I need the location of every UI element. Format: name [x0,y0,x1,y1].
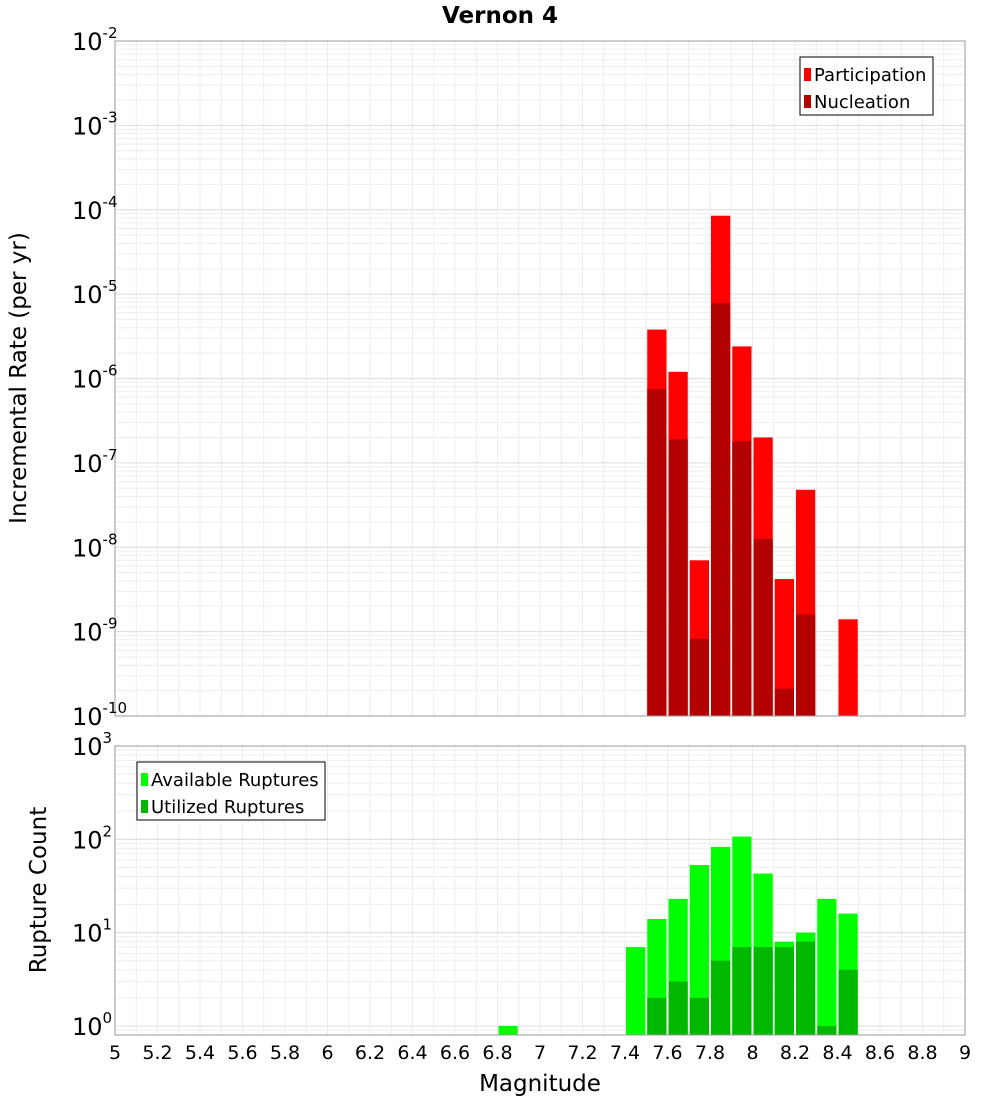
top-bars [647,215,858,717]
bottom-bar-1 [774,947,794,1035]
x-tick-label: 5.8 [270,1042,300,1064]
top-panel: 10-2 10-3 10-4 10-5 10-6 10-7 10-8 10-9 10-10 In… [6,24,966,731]
x-tick-label: 5.6 [227,1042,257,1064]
bottom-panel: 103 102 101 100 Rupture Count Available Rup… [26,729,966,1041]
x-tick-label: 7.6 [652,1042,682,1064]
bottom-bars [498,836,858,1035]
bottom-legend-box [136,761,326,821]
bottom-y-tick-label: 102 [72,822,112,854]
x-tick-label: 7.8 [695,1042,725,1064]
bottom-legend-swatch [141,773,148,786]
bottom-plot-frame [114,745,966,1036]
top-bar-1 [711,303,731,716]
x-tick-label: 6.2 [355,1042,385,1064]
top-bar-1 [753,539,773,716]
top-y-tick-label: 10-4 [72,193,118,225]
top-y-tick-label: 10-9 [72,615,118,647]
top-bar-1 [774,688,794,716]
bottom-bar-0 [689,865,709,1035]
top-y-tick-label: 10-10 [72,699,127,731]
bottom-legend-label: Available Ruptures [151,770,319,791]
top-legend-box [799,56,934,116]
x-tick-label: 5.4 [185,1042,215,1064]
top-y-tick-label: 10-5 [72,277,118,309]
top-bar-1 [796,614,816,716]
bottom-y-tick-label: 100 [72,1009,112,1041]
bottom-bar-1 [647,997,667,1035]
x-tick-label: 8 [746,1042,758,1064]
bottom-y-axis-title: Rupture Count [26,807,52,973]
top-bar-1 [732,441,752,716]
top-bar-0 [838,619,858,716]
top-y-tick-label: 10-6 [72,362,118,394]
top-bar-0 [774,579,794,716]
x-tick-label: 6.6 [440,1042,470,1064]
chart-title: Vernon 4 [442,3,558,29]
bottom-y-ticks: 103 102 101 100 [72,729,112,1041]
x-tick-label: 6.8 [482,1042,512,1064]
top-legend: Participation Nucleation [799,56,934,116]
top-legend-label: Nucleation [814,92,910,113]
x-tick-label: 8.6 [865,1042,895,1064]
x-tick-label: 5.2 [142,1042,172,1064]
bottom-legend: Available Ruptures Utilized Ruptures [136,761,326,821]
bottom-bar-0 [817,898,837,1035]
x-tick-label: 6 [321,1042,333,1064]
top-legend-swatch [804,68,811,81]
bottom-bar-1 [668,981,688,1035]
top-bar-1 [668,439,688,716]
bottom-bar-0 [498,1025,518,1035]
bottom-bar-0 [626,947,646,1035]
top-y-tick-label: 10-2 [72,24,118,56]
x-tick-label: 7.2 [567,1042,597,1064]
bottom-y-tick-label: 103 [72,729,112,761]
bottom-legend-swatch [141,800,148,813]
bottom-bar-1 [838,969,858,1035]
x-tick-label: 5 [109,1042,121,1064]
x-tick-label: 8.2 [780,1042,810,1064]
bottom-y-tick-label: 101 [72,916,112,948]
top-plot-frame [114,40,966,717]
x-tick-label: 7.4 [610,1042,640,1064]
x-tick-label: 8.8 [907,1042,937,1064]
bottom-bar-1 [796,941,816,1035]
bottom-bar-1 [732,947,752,1035]
top-y-tick-label: 10-8 [72,530,118,562]
x-axis-ticks: 5 5.2 5.4 5.6 5.8 6 6.2 6.4 6.6 6.8 7 7.2 7.4 7.6 7.8 8… [109,1042,971,1064]
top-y-tick-label: 10-3 [72,108,118,140]
x-tick-label: 6.4 [397,1042,427,1064]
top-y-axis-title: Incremental Rate (per yr) [6,232,32,524]
bottom-bar-1 [753,947,773,1035]
top-y-ticks: 10-2 10-3 10-4 10-5 10-6 10-7 10-8 10-9 10-10 [72,24,127,731]
top-grid [114,40,966,717]
top-bar-1 [689,638,709,716]
x-tick-label: 9 [959,1042,971,1064]
x-axis-title: Magnitude [479,1071,601,1097]
bottom-bar-1 [711,960,731,1035]
top-y-tick-label: 10-7 [72,446,118,478]
bottom-bar-1 [817,1025,837,1035]
top-legend-swatch [804,95,811,108]
bottom-bar-1 [689,997,709,1035]
bottom-legend-label: Utilized Ruptures [151,797,304,818]
x-tick-label: 8.4 [822,1042,852,1064]
top-bar-1 [647,389,667,716]
x-tick-label: 7 [534,1042,546,1064]
top-legend-label: Participation [814,65,926,86]
